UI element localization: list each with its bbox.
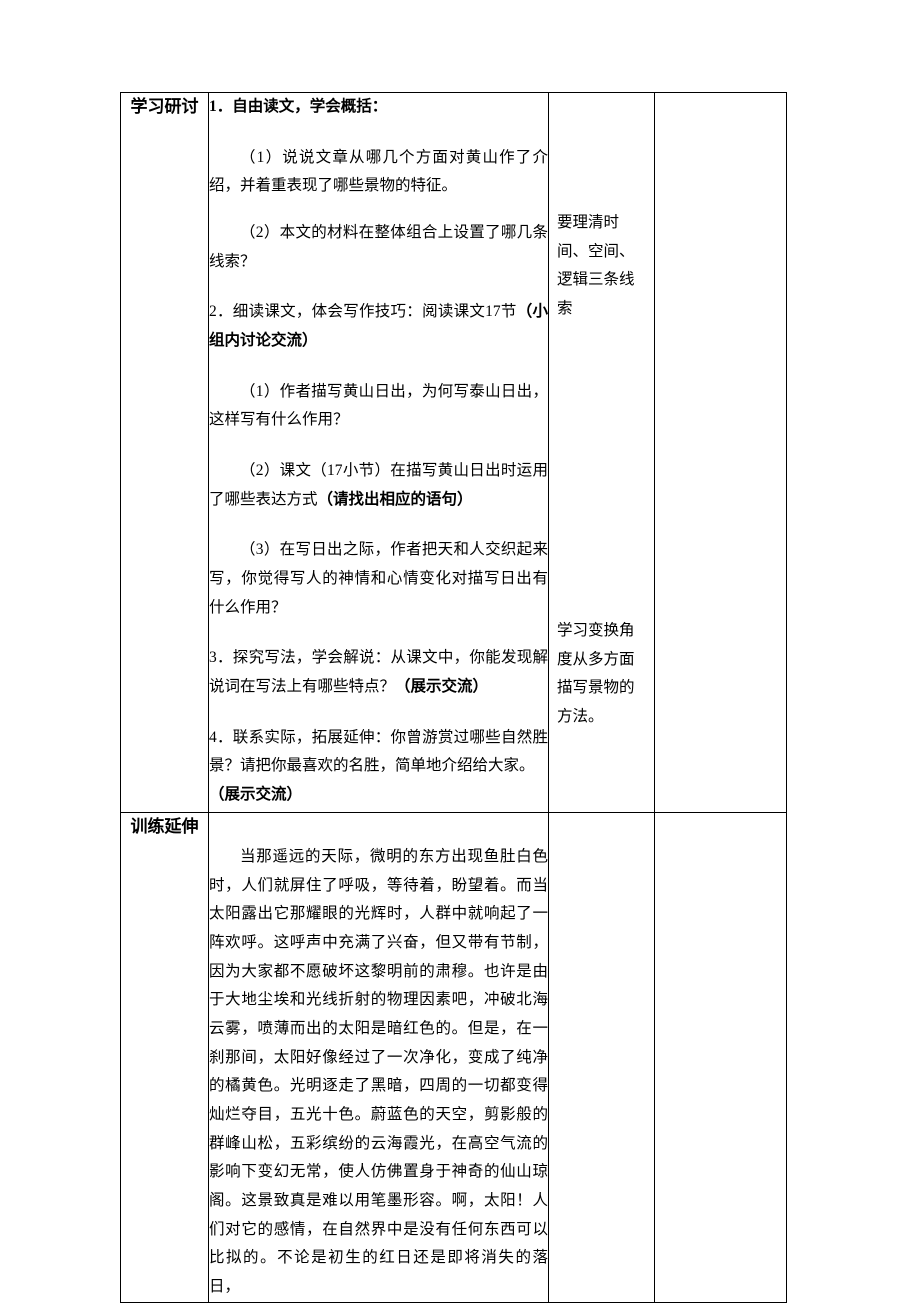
row2-main-cell: 当那遥远的天际，微明的东方出现鱼肚白色时，人们就屏住了呼吸，等待着，盼望着。而当… [209, 813, 549, 1303]
section1-q2: （2）本文的材料在整体组合上设置了哪几条线索？ [209, 219, 548, 276]
section4-text-b: （展示交流） [209, 786, 302, 803]
row1-right-cell [655, 93, 787, 813]
section2-title: 2．细读课文，体会写作技巧：阅读课文17节（小组内讨论交流） [209, 298, 548, 355]
lesson-table: 学习研讨 1．自由读文，学会概括： （1）说说文章从哪几个方面对黄山作了介绍，并… [120, 92, 787, 1303]
row1-main-cell: 1．自由读文，学会概括： （1）说说文章从哪几个方面对黄山作了介绍，并着重表现了… [209, 93, 549, 813]
section1-title: 1．自由读文，学会概括： [209, 93, 548, 122]
note-2: 学习变换角度从多方面描写景物的方法。 [557, 617, 648, 732]
table-row: 训练延伸 当那遥远的天际，微明的东方出现鱼肚白色时，人们就屏住了呼吸，等待着，盼… [121, 813, 787, 1303]
section2-q2: （2）课文（17小节）在描写黄山日出时运用了哪些表达方式（请找出相应的语句） [209, 457, 548, 514]
section3: 3．探究写法，学会解说：从课文中，你能发现解说词在写法上有哪些特点？（展示交流） [209, 644, 548, 701]
section1-q1: （1）说说文章从哪几个方面对黄山作了介绍，并着重表现了哪些景物的特征。 [209, 144, 548, 201]
row-label-training: 训练延伸 [121, 813, 208, 840]
section4: 4．联系实际，拓展延伸：你曾游赏过哪些自然胜景？请把你最喜欢的名胜，简单地介绍给… [209, 724, 548, 810]
note-1: 要理清时间、空间、逻辑三条线索 [557, 209, 648, 324]
section4-text-a: 4．联系实际，拓展延伸：你曾游赏过哪些自然胜景？请把你最喜欢的名胜，简单地介绍给… [209, 729, 548, 775]
row-label-cell: 训练延伸 [121, 813, 209, 1303]
section3-text-a: 3．探究写法，学会解说：从课文中，你能发现解说词在写法上有哪些特点？ [209, 649, 548, 695]
section2-title-a: 2．细读课文，体会写作技巧：阅读课文17节 [209, 303, 517, 320]
section2-q1: （1）作者描写黄山日出，为何写泰山日出，这样写有什么作用？ [209, 378, 548, 435]
training-passage: 当那遥远的天际，微明的东方出现鱼肚白色时，人们就屏住了呼吸，等待着，盼望着。而当… [209, 843, 548, 1302]
row1-note-cell: 要理清时间、空间、逻辑三条线索 学习变换角度从多方面描写景物的方法。 [549, 93, 655, 813]
row-label-study: 学习研讨 [121, 93, 208, 120]
document-page: 学习研讨 1．自由读文，学会概括： （1）说说文章从哪几个方面对黄山作了介绍，并… [0, 0, 920, 1302]
table-row: 学习研讨 1．自由读文，学会概括： （1）说说文章从哪几个方面对黄山作了介绍，并… [121, 93, 787, 813]
section3-text-b: （展示交流） [395, 678, 488, 695]
row2-right-cell [655, 813, 787, 1303]
section2-q2-b: （请找出相应的语句） [318, 491, 473, 508]
row2-note-cell [549, 813, 655, 1303]
row-label-cell: 学习研讨 [121, 93, 209, 813]
section2-q3: （3）在写日出之际，作者把天和人交织起来写，你觉得写人的神情和心情变化对描写日出… [209, 536, 548, 622]
